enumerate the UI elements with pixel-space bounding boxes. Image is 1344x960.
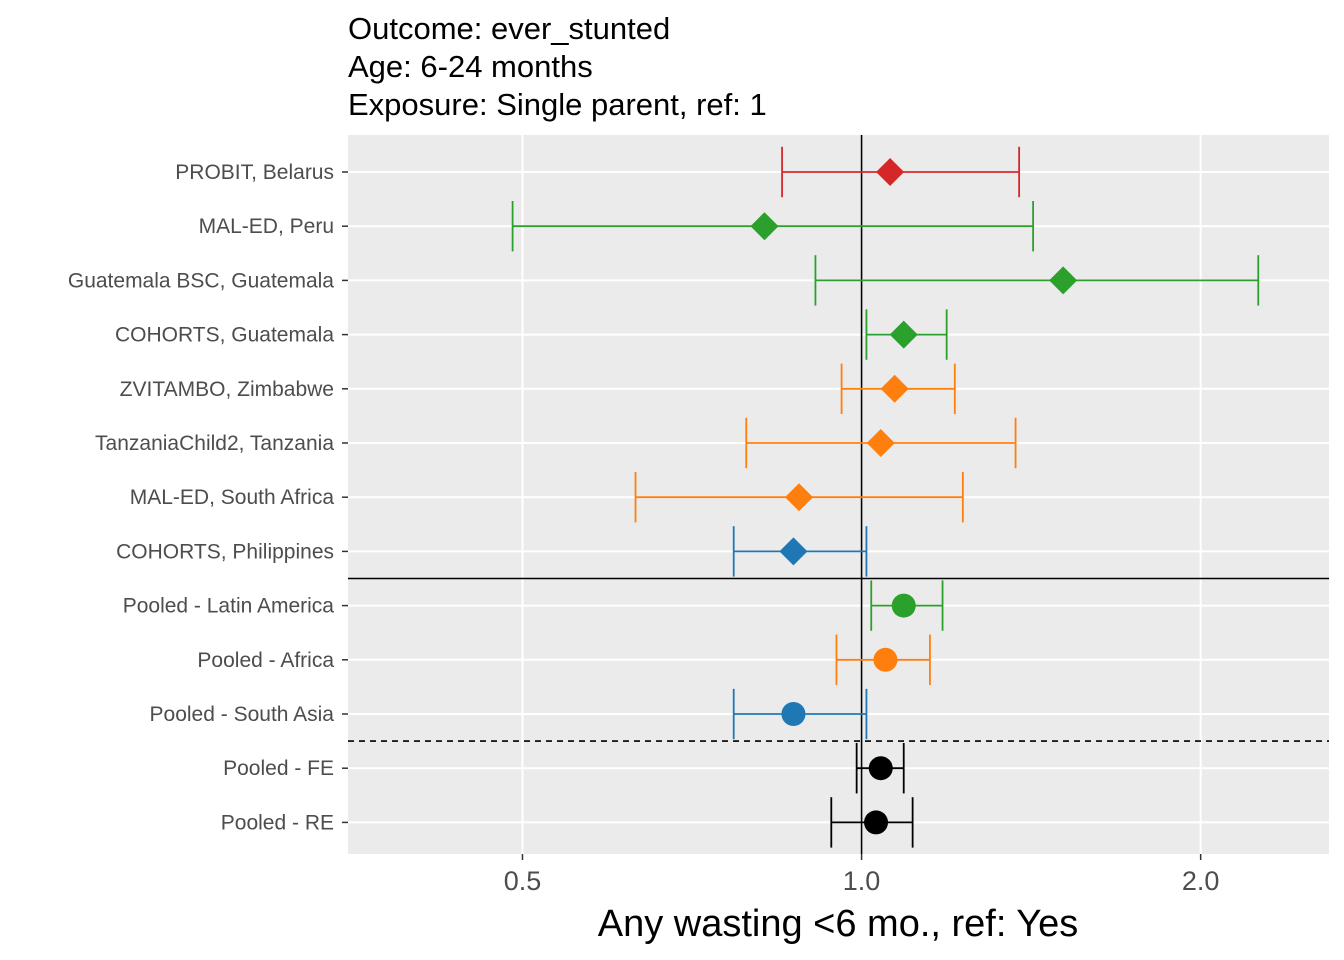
estimate-row <box>732 526 868 577</box>
estimate-row <box>830 797 914 848</box>
estimate-row <box>511 201 1035 252</box>
point-estimate-diamond <box>889 320 918 349</box>
y-tick-label: MAL-ED, Peru <box>199 215 334 238</box>
y-tick-label: Pooled - South Asia <box>150 703 335 726</box>
y-tick-label: Pooled - RE <box>221 811 334 834</box>
x-axis-title: Any wasting <6 mo., ref: Yes <box>598 903 1079 945</box>
point-estimate-diamond <box>876 158 905 186</box>
estimates <box>511 146 1260 848</box>
point-estimate-circle <box>868 756 893 781</box>
y-tick-label: MAL-ED, South Africa <box>130 486 335 509</box>
point-estimate-circle <box>891 593 916 618</box>
chart-title-outcome: Outcome: ever_stunted <box>348 11 671 46</box>
chart-title-age: Age: 6-24 months <box>348 49 593 84</box>
y-tick-label: PROBIT, Belarus <box>175 161 334 184</box>
separator-lines <box>348 577 1329 742</box>
estimate-row <box>634 472 964 523</box>
chart-title-exposure: Exposure: Single parent, ref: 1 <box>348 87 767 122</box>
point-estimate-diamond <box>785 483 814 512</box>
y-tick-label: Guatemala BSC, Guatemala <box>68 269 334 292</box>
point-estimate-diamond <box>750 212 779 241</box>
point-estimate-diamond <box>779 537 808 566</box>
panel-background <box>348 135 1329 854</box>
estimate-row <box>781 146 1021 198</box>
point-estimate-diamond <box>866 429 895 457</box>
estimate-row <box>840 363 956 414</box>
estimate-row <box>814 255 1260 306</box>
point-estimate-circle <box>873 647 898 672</box>
estimate-row <box>745 417 1017 469</box>
y-tick-label: ZVITAMBO, Zimbabwe <box>120 378 334 401</box>
x-tick-label: 0.5 <box>504 866 542 896</box>
estimate-row <box>870 580 944 631</box>
y-tick-label: Pooled - Africa <box>197 649 334 672</box>
y-tick-label: Pooled - Latin America <box>123 595 335 618</box>
x-tick-label: 2.0 <box>1182 866 1220 896</box>
estimate-row <box>865 309 948 360</box>
point-estimate-circle <box>781 702 806 726</box>
x-tick-label: 1.0 <box>843 866 881 896</box>
y-axis-labels: PROBIT, Belarus MAL-ED, Peru Guatemala BSC… <box>68 161 348 834</box>
estimate-row <box>855 743 905 794</box>
y-tick-label: COHORTS, Guatemala <box>115 324 334 347</box>
estimate-row <box>732 688 868 740</box>
point-estimate-diamond <box>1049 266 1078 295</box>
y-tick-label: TanzaniaChild2, Tanzania <box>95 432 334 455</box>
x-axis-ticks: 0.5 1.0 2.0 <box>504 854 1220 896</box>
point-estimate-circle <box>864 810 889 835</box>
point-estimate-diamond <box>880 374 909 403</box>
y-tick-label: COHORTS, Philippines <box>116 540 334 563</box>
y-tick-label: Pooled - FE <box>223 757 334 780</box>
estimate-row <box>835 634 931 685</box>
